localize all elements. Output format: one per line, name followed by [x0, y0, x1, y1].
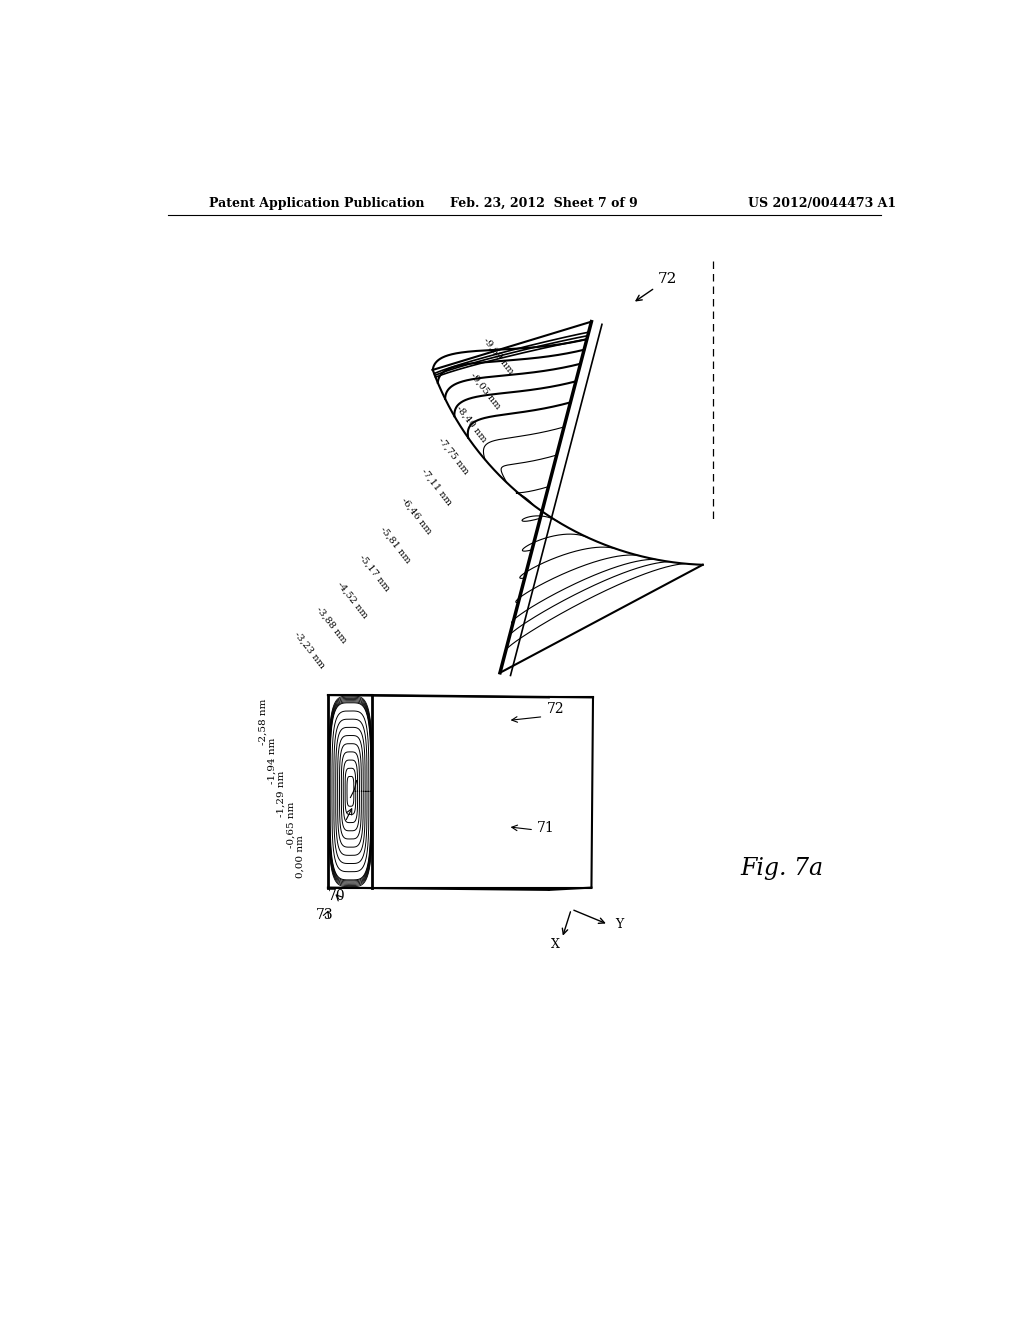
Text: -5,17 nm: -5,17 nm [357, 553, 391, 593]
Text: Fig. 7a: Fig. 7a [740, 857, 823, 879]
Text: US 2012/0044473 A1: US 2012/0044473 A1 [748, 197, 896, 210]
Text: -1,94 nm: -1,94 nm [267, 738, 276, 784]
Text: -2,58 nm: -2,58 nm [259, 698, 268, 744]
Text: 72: 72 [547, 702, 564, 715]
Text: -9,05 nm: -9,05 nm [469, 371, 503, 411]
Text: -5,81 nm: -5,81 nm [378, 524, 412, 565]
Text: -9,69 nm: -9,69 nm [482, 335, 516, 376]
Text: Y: Y [614, 917, 623, 931]
Text: X: X [551, 937, 560, 950]
Text: -1,29 nm: -1,29 nm [276, 771, 286, 817]
Text: -7,75 nm: -7,75 nm [437, 436, 471, 477]
Text: 0,00 nm: 0,00 nm [296, 836, 304, 878]
Text: -8,40 nm: -8,40 nm [454, 404, 488, 444]
Text: Patent Application Publication: Patent Application Publication [209, 197, 425, 210]
Text: -4,52 nm: -4,52 nm [336, 579, 370, 620]
Text: Feb. 23, 2012  Sheet 7 of 9: Feb. 23, 2012 Sheet 7 of 9 [450, 197, 637, 210]
Text: -0,65 nm: -0,65 nm [287, 803, 295, 849]
Text: 72: 72 [657, 272, 677, 286]
Text: 70: 70 [328, 888, 345, 903]
Text: -3,23 nm: -3,23 nm [293, 630, 327, 671]
Text: 71: 71 [537, 821, 554, 836]
Text: -6,46 nm: -6,46 nm [399, 496, 434, 536]
Text: -3,88 nm: -3,88 nm [314, 606, 348, 645]
Text: 73: 73 [316, 908, 334, 923]
Text: -7,11 nm: -7,11 nm [419, 467, 454, 507]
